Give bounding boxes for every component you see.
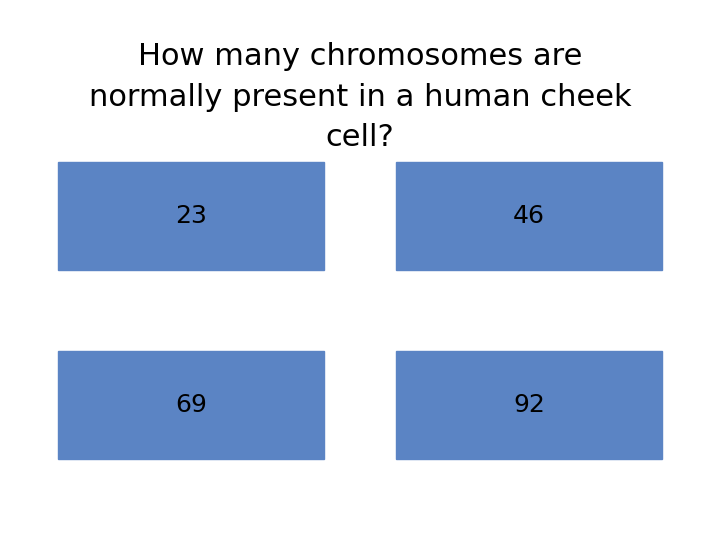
Text: How many chromosomes are
normally present in a human cheek
cell?: How many chromosomes are normally presen… (89, 42, 631, 152)
FancyBboxPatch shape (396, 162, 662, 270)
FancyBboxPatch shape (58, 162, 324, 270)
Text: 23: 23 (175, 204, 207, 228)
FancyBboxPatch shape (396, 351, 662, 459)
Text: 69: 69 (175, 393, 207, 417)
Text: 92: 92 (513, 393, 545, 417)
FancyBboxPatch shape (58, 351, 324, 459)
Text: 46: 46 (513, 204, 545, 228)
